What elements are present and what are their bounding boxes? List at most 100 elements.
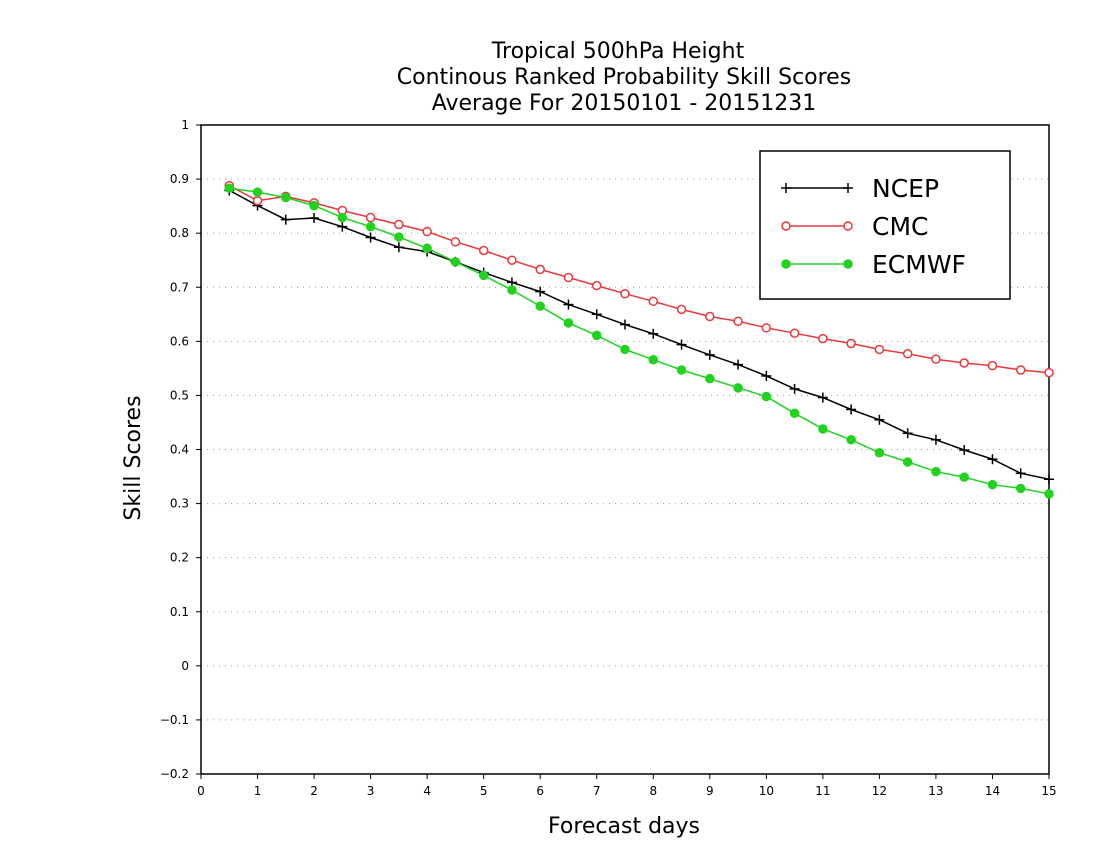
x-tick-label: 4 xyxy=(423,784,431,798)
x-tick-label: 5 xyxy=(480,784,488,798)
data-point-ecmwf xyxy=(874,447,885,458)
data-point-ecmwf xyxy=(422,243,432,254)
data-point-ncep xyxy=(874,414,885,425)
data-point-ncep xyxy=(676,339,687,350)
data-point-cmc xyxy=(761,323,772,333)
data-point-cmc xyxy=(478,245,489,256)
legend-item-ecmwf: ECMWF xyxy=(781,250,966,279)
x-tick-label: 10 xyxy=(759,784,774,798)
y-tick-label: 0.9 xyxy=(170,172,189,186)
x-tick-label: 14 xyxy=(985,784,1000,798)
legend-marker-cmc xyxy=(843,221,853,231)
x-tick-label: 8 xyxy=(649,784,657,798)
y-tick-label: 1 xyxy=(181,118,189,132)
x-tick-label: 9 xyxy=(706,784,714,798)
y-axis-label: Skill Scores xyxy=(121,395,146,520)
data-point-cmc xyxy=(648,296,659,307)
y-tick-label: −0.1 xyxy=(160,713,189,727)
legend-label-ecmwf: ECMWF xyxy=(872,250,966,279)
data-point-ecmwf xyxy=(563,318,574,328)
legend-item-cmc: CMC xyxy=(781,212,928,241)
data-point-ncep xyxy=(393,242,404,253)
data-point-ncep xyxy=(959,445,970,456)
title-line-1: Tropical 500hPa Height xyxy=(491,39,745,64)
data-point-cmc xyxy=(252,195,263,206)
title-line-2: Continous Ranked Probability Skill Score… xyxy=(397,65,851,90)
data-point-ncep xyxy=(1044,474,1054,485)
data-point-cmc xyxy=(394,219,404,230)
data-point-cmc xyxy=(591,280,602,291)
data-point-ecmwf xyxy=(959,472,969,482)
data-point-ecmwf xyxy=(818,424,828,434)
x-axis-label: Forecast days xyxy=(548,814,700,839)
y-tick-label: −0.2 xyxy=(160,767,189,781)
data-point-ncep xyxy=(846,404,857,415)
data-point-ecmwf xyxy=(931,466,941,477)
series-line-ecmwf xyxy=(229,187,1050,495)
data-point-ncep xyxy=(733,359,744,370)
data-point-ecmwf xyxy=(1044,489,1054,499)
data-point-ecmwf xyxy=(648,354,659,365)
chart-title: Tropical 500hPa Height Continous Ranked … xyxy=(397,39,851,116)
legend-box xyxy=(759,150,1011,300)
data-point-ncep xyxy=(648,328,659,339)
data-point-cmc xyxy=(959,358,969,368)
data-point-ecmwf xyxy=(224,183,235,194)
y-axis-ticks: 1 0.9 0.8 0.7 0.6 0.5 0.4 0.3 0.2 0.1 0 −0.1 −0.2 xyxy=(160,118,201,781)
x-tick-label: 13 xyxy=(928,784,943,798)
data-point-ncep xyxy=(1015,468,1026,479)
data-point-cmc xyxy=(987,360,998,371)
data-point-ncep xyxy=(280,214,291,225)
data-point-ecmwf xyxy=(252,187,263,197)
data-point-ncep xyxy=(789,383,800,394)
data-point-cmc xyxy=(733,316,743,327)
data-point-cmc xyxy=(902,349,913,359)
data-point-ecmwf xyxy=(620,344,630,355)
data-point-cmc xyxy=(1015,365,1026,375)
y-tick-label: 0.8 xyxy=(170,226,189,240)
x-tick-label: 6 xyxy=(536,784,544,798)
y-tick-label: 0.5 xyxy=(170,388,189,402)
data-point-cmc xyxy=(931,354,941,364)
data-point-cmc xyxy=(422,226,432,237)
data-point-cmc xyxy=(535,264,545,275)
data-point-cmc xyxy=(705,311,715,322)
data-point-cmc xyxy=(874,344,885,355)
data-point-cmc xyxy=(507,255,517,265)
data-point-cmc xyxy=(846,338,856,349)
data-point-ncep xyxy=(365,232,376,243)
data-point-ncep xyxy=(535,286,546,297)
data-point-ecmwf xyxy=(591,330,602,341)
series-group xyxy=(224,180,1054,499)
legend-marker-cmc xyxy=(781,221,791,231)
data-point-ncep xyxy=(337,221,348,232)
data-point-ncep xyxy=(761,370,772,381)
legend-marker-ecmwf xyxy=(781,259,791,269)
y-tick-label: 0.6 xyxy=(170,334,189,348)
legend-label-ncep: NCEP xyxy=(872,174,939,203)
data-point-ncep xyxy=(817,392,828,403)
data-point-ecmwf xyxy=(846,435,856,445)
y-tick-label: 0.4 xyxy=(170,443,189,457)
legend-items: NCEP CMC ECMWF xyxy=(781,174,966,279)
data-point-cmc xyxy=(563,272,574,283)
data-point-ncep xyxy=(591,309,602,320)
data-point-ncep xyxy=(987,454,998,465)
legend: NCEP CMC ECMWF xyxy=(759,150,1011,300)
x-axis-ticks: 0 1 2 3 4 5 6 7 8 9 10 11 12 13 14 15 xyxy=(197,774,1057,798)
x-tick-label: 11 xyxy=(815,784,830,798)
data-point-cmc xyxy=(450,237,461,247)
data-point-ecmwf xyxy=(733,383,743,393)
title-line-3: Average For 20150101 - 20151231 xyxy=(432,91,817,116)
data-point-ecmwf xyxy=(789,408,800,419)
data-point-cmc xyxy=(1044,367,1054,378)
series-ecmwf xyxy=(224,183,1054,499)
x-tick-label: 2 xyxy=(310,784,318,798)
series-line-cmc xyxy=(228,184,1050,374)
data-point-ecmwf xyxy=(309,200,319,211)
data-point-ecmwf xyxy=(337,212,348,223)
data-point-cmc xyxy=(789,328,800,338)
data-point-ecmwf xyxy=(1015,483,1026,494)
